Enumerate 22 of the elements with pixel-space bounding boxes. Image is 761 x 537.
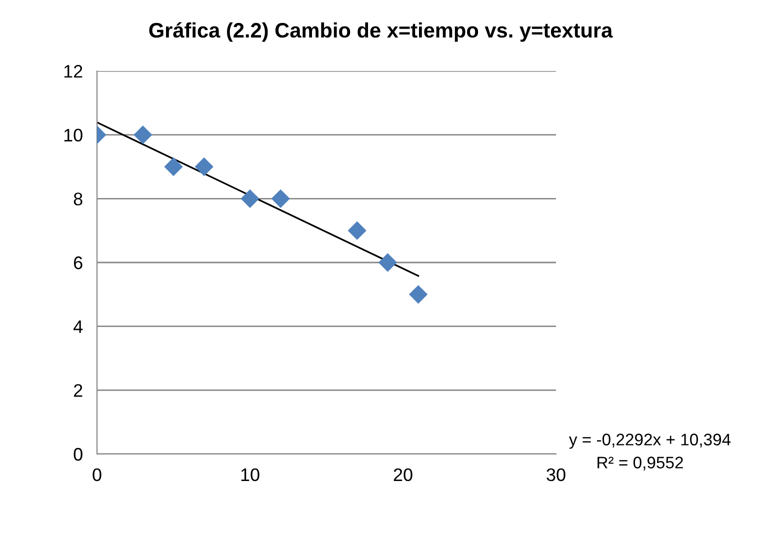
y-tick-label: 2 <box>74 384 82 397</box>
x-tick-label: 0 <box>92 468 102 482</box>
y-tick-label: 4 <box>73 320 83 333</box>
point <box>408 285 428 304</box>
point <box>240 189 260 208</box>
point <box>271 189 290 208</box>
y-tick-label: 12 <box>64 64 82 78</box>
text: R² = 0,9552 <box>598 456 683 470</box>
y-tick-label: 8 <box>74 192 82 206</box>
point <box>378 253 398 272</box>
y-tick-label: 10 <box>64 128 82 142</box>
x-tick-label: 20 <box>394 468 412 482</box>
y-tick-label: 6 <box>74 256 82 270</box>
point <box>348 221 366 240</box>
x-tick-label: 30 <box>546 468 566 482</box>
y-tick-label: 0 <box>74 448 82 461</box>
chart-title: Gráfica (2.2) Cambio de x=tiempo vs. y=textura <box>149 22 613 42</box>
point <box>134 126 152 144</box>
text: y = -0,2292x + 10,394 <box>568 434 731 449</box>
x-tick-label: 10 <box>241 468 260 482</box>
point <box>164 157 183 176</box>
point <box>194 157 214 176</box>
